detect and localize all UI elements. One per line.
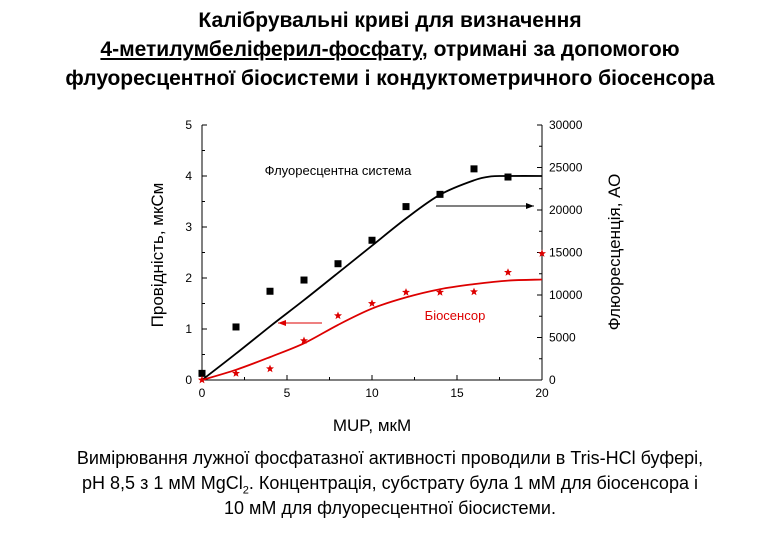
fluorescent-fit-curve [201,175,543,381]
x-tick-label: 0 [199,386,206,400]
slide-title: Калібрувальні криві для визначення 4-мет… [0,6,780,93]
title-line-2-rest: , отримані за допомогою [421,38,680,61]
annotation-biosensor: Біосенсор [425,308,486,323]
biosensor-point [198,375,206,384]
biosensor-fit-curve [201,278,543,381]
x-tick-label: 20 [535,386,549,400]
chart-curves [201,175,543,381]
biosensor-point [300,336,308,345]
biosensor-point [402,288,410,296]
y-right-tick-label: 5000 [549,331,576,345]
caption-subscript: 2 [242,484,249,497]
title-compound: 4-метилумбеліферил-фосфату [100,38,422,61]
annotation-fluorescent: Флуоресцентна система [265,163,412,178]
biosensor-point [436,288,444,296]
biosensor-arrowhead [278,320,286,326]
title-line-1: Калібрувальні криві для визначення [198,9,582,32]
fluorescent-point [334,260,342,268]
y-left-tick-label: 3 [185,220,192,234]
y-right-tick-label: 30000 [549,118,583,132]
title-line-3: флуоресцентної біосистеми і кондуктометр… [65,67,715,90]
fluorescent-point [300,276,308,284]
y-right-tick-label: 10000 [549,288,583,302]
caption-line-3: 10 мМ для флуоресцентної біосистеми. [224,498,556,518]
caption-line-2-b: . Концентрація, субстрату була 1 мМ для … [248,473,698,493]
biosensor-point [538,249,546,257]
caption-line-1: Вимірювання лужної фосфатазної активност… [76,448,704,468]
slide-caption: Вимірювання лужної фосфатазної активност… [20,446,760,521]
y-right-tick-label: 0 [549,373,556,387]
x-tick-label: 5 [284,386,291,400]
y-left-tick-label: 5 [185,118,192,132]
x-tick-label: 10 [365,386,379,400]
biosensor-point [368,299,376,307]
fluorescent-point [436,190,444,198]
x-axis-label: MUP, мкМ [333,416,411,435]
biosensor-point [334,311,342,320]
fluorescent-point [266,287,274,295]
chart-markers [198,165,546,384]
y-left-axis-label: Провідність, мкСм [148,183,167,328]
fluorescent-point [504,173,512,181]
caption-line-2: рН 8,5 з 1 мМ MgCl2. Концентрація, субст… [20,471,760,496]
y-left-tick-label: 4 [185,169,192,183]
chart-axes: 0 5 10 15 2001234505000100001500020000250003… [185,118,582,400]
y-right-tick-label: 15000 [549,246,583,260]
title-line-2: 4-метилумбеліферил-фосфату, отримані за … [0,35,780,64]
fluorescent-point [470,165,478,173]
y-left-tick-label: 2 [185,271,192,285]
y-left-tick-label: 0 [185,373,192,387]
y-right-axis-label: Флюоресценція, АО [605,174,624,331]
fluorescent-point [368,236,376,244]
biosensor-point [266,364,274,373]
y-right-tick-label: 25000 [549,161,583,175]
y-left-tick-label: 1 [185,322,192,336]
biosensor-point [232,369,240,377]
fluorescent-point [232,323,240,331]
fluorescent-arrowhead [526,203,534,209]
x-tick-label: 15 [450,386,464,400]
fluorescent-point [198,369,206,377]
biosensor-point [504,268,512,276]
caption-line-2-a: рН 8,5 з 1 мМ MgCl [82,473,243,493]
y-right-tick-label: 20000 [549,203,583,217]
biosensor-point [470,287,478,296]
fluorescent-point [402,203,410,211]
